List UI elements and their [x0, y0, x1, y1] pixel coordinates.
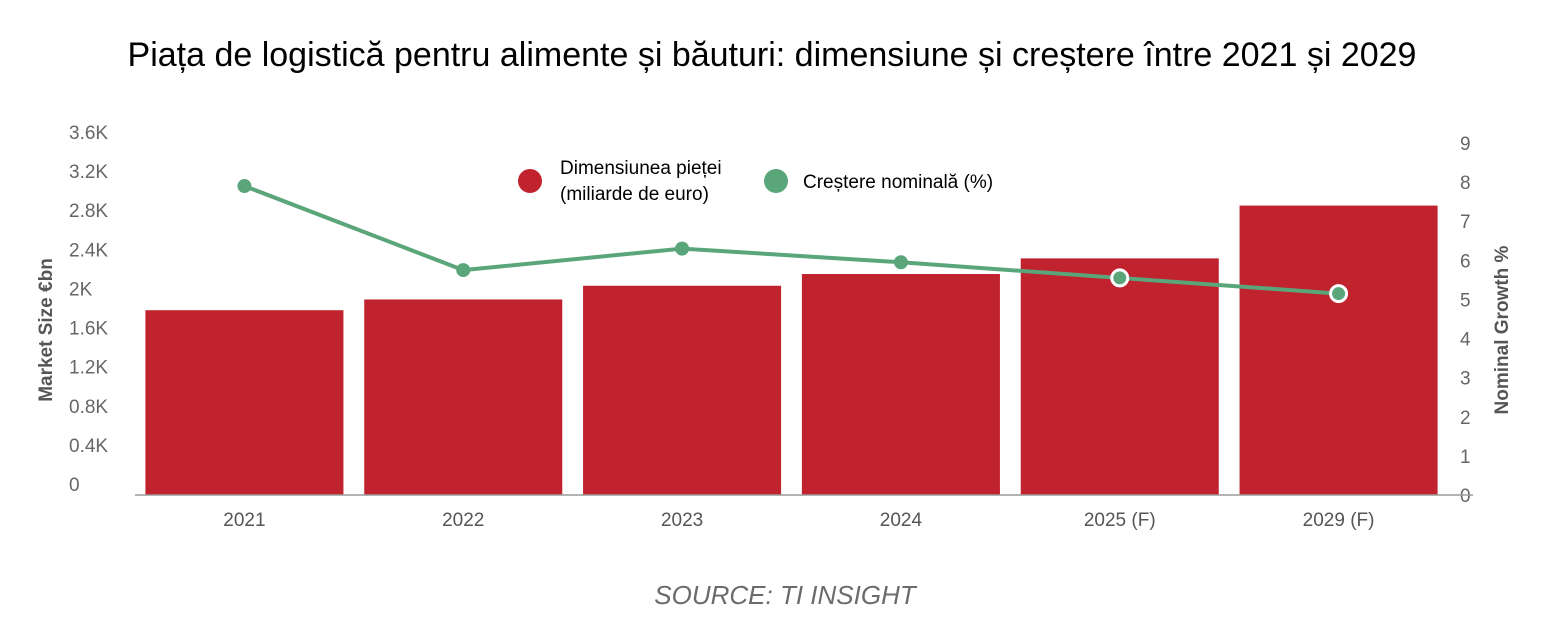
x-tick-label: 2023	[661, 510, 703, 531]
growth-point	[456, 263, 471, 278]
y2-axis-title: Nominal Growth %	[1492, 245, 1513, 414]
legend-line-swatch	[764, 169, 788, 193]
y2-axis-ticks: 0 1 2 3 4 5 6 7 8 9	[1460, 134, 1471, 507]
y-tick-label: 0	[69, 475, 80, 496]
y2-tick-label: 5	[1460, 290, 1471, 311]
y-tick-label: 0.8K	[69, 397, 108, 418]
y-tick-label: 3.6K	[69, 123, 108, 144]
growth-point	[675, 241, 690, 256]
y2-tick-label: 9	[1460, 134, 1471, 155]
growth-point	[1329, 284, 1349, 304]
x-tick-label: 2021	[223, 510, 265, 531]
y2-tick-label: 1	[1460, 447, 1471, 468]
y2-tick-label: 8	[1460, 173, 1471, 194]
x-tick-label: 2029 (F)	[1303, 510, 1375, 531]
bar	[1239, 205, 1438, 496]
legend-bar-label-line1: Dimensiunea pieței	[560, 158, 722, 179]
y-tick-label: 1.2K	[69, 358, 108, 379]
y-tick-label: 2K	[69, 279, 93, 300]
y2-tick-label: 0	[1460, 486, 1471, 507]
growth-point	[237, 179, 252, 194]
x-tick-label: 2022	[442, 510, 484, 531]
chart-title: Piața de logistică pentru alimente și bă…	[127, 36, 1417, 74]
growth-line	[243, 184, 1339, 296]
x-tick-label: 2025 (F)	[1084, 510, 1156, 531]
bar	[1020, 258, 1219, 495]
bar	[583, 285, 782, 495]
legend-line-label: Creștere nominală (%)	[803, 172, 993, 193]
y-tick-label: 2.4K	[69, 240, 108, 261]
source-note: SOURCE: TI INSIGHT	[654, 580, 916, 610]
y2-tick-label: 4	[1460, 330, 1471, 351]
x-tick-label: 2024	[880, 510, 923, 531]
y2-tick-label: 6	[1460, 251, 1471, 272]
y2-tick-label: 2	[1460, 408, 1471, 429]
y-tick-label: 2.8K	[69, 201, 108, 222]
y2-tick-label: 3	[1460, 369, 1471, 390]
growth-point	[1110, 268, 1130, 288]
bar-series	[145, 205, 1438, 496]
y-tick-label: 0.4K	[69, 436, 108, 457]
growth-point	[893, 255, 908, 270]
bar	[801, 274, 1000, 495]
legend: Dimensiunea pieței (miliarde de euro) Cr…	[518, 158, 993, 205]
bar	[364, 299, 563, 495]
bar	[145, 310, 344, 495]
y-tick-label: 3.2K	[69, 162, 108, 183]
y-axis-ticks: 0 0.4K 0.8K 1.2K 1.6K 2K 2.4K 2.8K 3.2K 3.6K	[69, 123, 108, 496]
x-axis-ticks: 2021 2022 2023 2024 2025 (F) 2029 (F)	[223, 510, 1374, 531]
legend-bar-label-line2: (miliarde de euro)	[560, 184, 709, 205]
y-axis-title: Market Size €bn	[36, 258, 57, 402]
y-tick-label: 1.6K	[69, 319, 108, 340]
y2-tick-label: 7	[1460, 212, 1471, 233]
legend-bar-swatch	[518, 169, 542, 193]
growth-points	[237, 179, 1349, 304]
